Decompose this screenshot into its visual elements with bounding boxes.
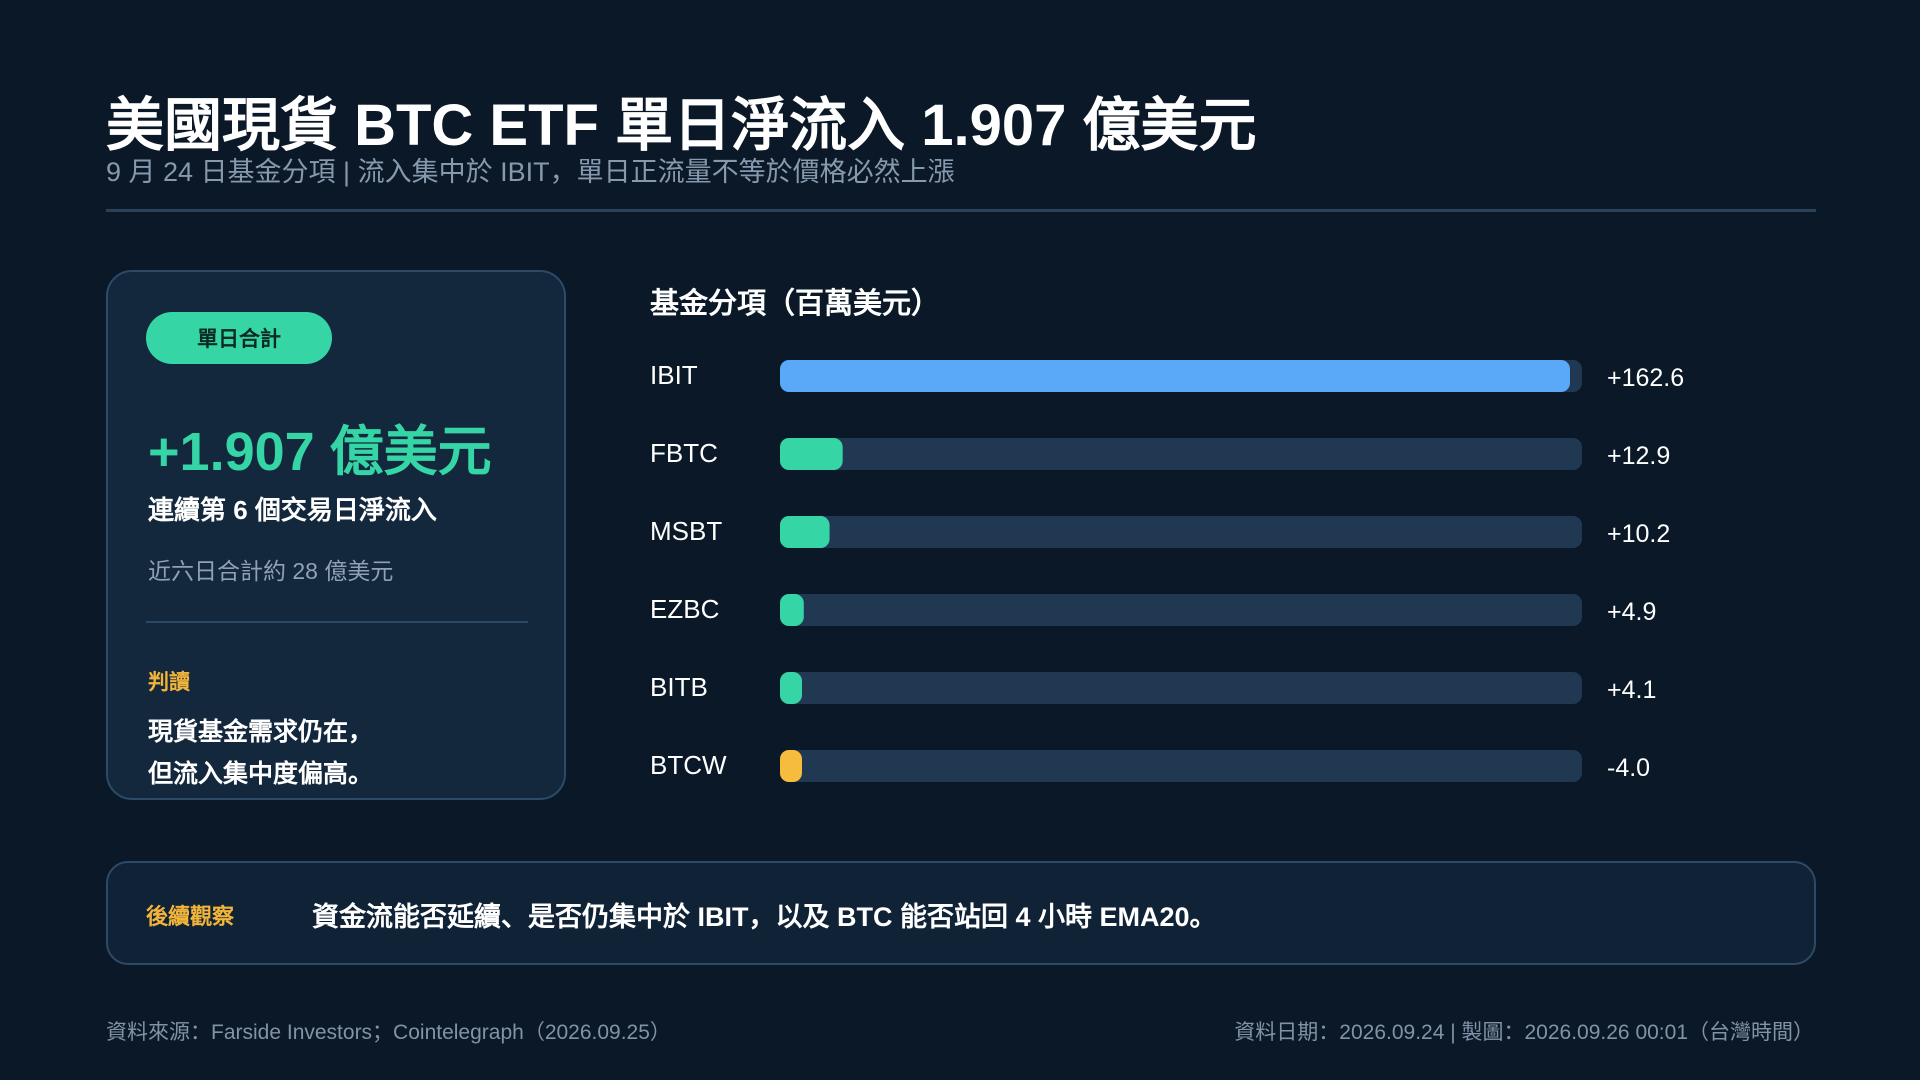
fund-label-msbt: MSBT [650, 516, 722, 546]
observation-text: 資金流能否延續、是否仍集中於 IBIT，以及 BTC 能否站回 4 小時 EMA… [312, 902, 1217, 932]
inflow-streak: 連續第 6 個交易日淨流入 [148, 495, 437, 525]
bar-track [780, 516, 1582, 548]
judgement-label: 判讀 [148, 671, 190, 694]
date-note: 資料日期：2026.09.24 | 製圖：2026.09.26 00:01（台灣… [1234, 1021, 1814, 1044]
judgement-line: 但流入集中度偏高。 [148, 760, 374, 788]
summary-card: 單日合計 +1.907 億美元 連續第 6 個交易日淨流入 近六日合計約 28 … [106, 270, 566, 800]
value-label-fbtc: +12.9 [1607, 442, 1670, 470]
value-label-ezbc: +4.9 [1607, 598, 1656, 626]
fund-label-ibit: IBIT [650, 360, 698, 390]
page-subtitle: 9 月 24 日基金分項 | 流入集中於 IBIT，單日正流量不等於價格必然上漲 [106, 157, 955, 187]
fund-label-ezbc: EZBC [650, 594, 719, 624]
bar-msbt [780, 516, 830, 548]
daily-total-value: +1.907 億美元 [148, 422, 492, 482]
bar-btcw [780, 750, 802, 782]
value-label-btcw: -4.0 [1607, 754, 1650, 782]
bar-ezbc [780, 594, 804, 626]
source-note: 資料來源：Farside Investors；Cointelegraph（202… [106, 1021, 671, 1044]
observation-box: 後續觀察 資金流能否延續、是否仍集中於 IBIT，以及 BTC 能否站回 4 小… [106, 861, 1816, 965]
header-divider [106, 209, 1816, 212]
observation-label: 後續觀察 [146, 904, 235, 929]
bar-track [780, 594, 1582, 626]
bar-bitb [780, 672, 802, 704]
card-divider [146, 621, 528, 623]
bar-ibit [780, 360, 1570, 392]
value-label-bitb: +4.1 [1607, 676, 1656, 704]
bar-track [780, 438, 1582, 470]
page-title: 美國現貨 BTC ETF 單日淨流入 1.907 億美元 [106, 93, 1257, 158]
fund-label-bitb: BITB [650, 672, 708, 702]
value-label-msbt: +10.2 [1607, 520, 1670, 548]
value-label-ibit: +162.6 [1607, 364, 1684, 392]
six-day-total: 近六日合計約 28 億美元 [148, 558, 394, 584]
chart-title: 基金分項（百萬美元） [650, 288, 941, 320]
fund-label-fbtc: FBTC [650, 438, 718, 468]
judgement-line: 現貨基金需求仍在， [148, 718, 374, 746]
bar-fbtc [780, 438, 843, 470]
bar-track [780, 672, 1582, 704]
bar-track [780, 750, 1582, 782]
daily-total-pill: 單日合計 [146, 312, 332, 364]
fund-label-btcw: BTCW [650, 750, 727, 780]
